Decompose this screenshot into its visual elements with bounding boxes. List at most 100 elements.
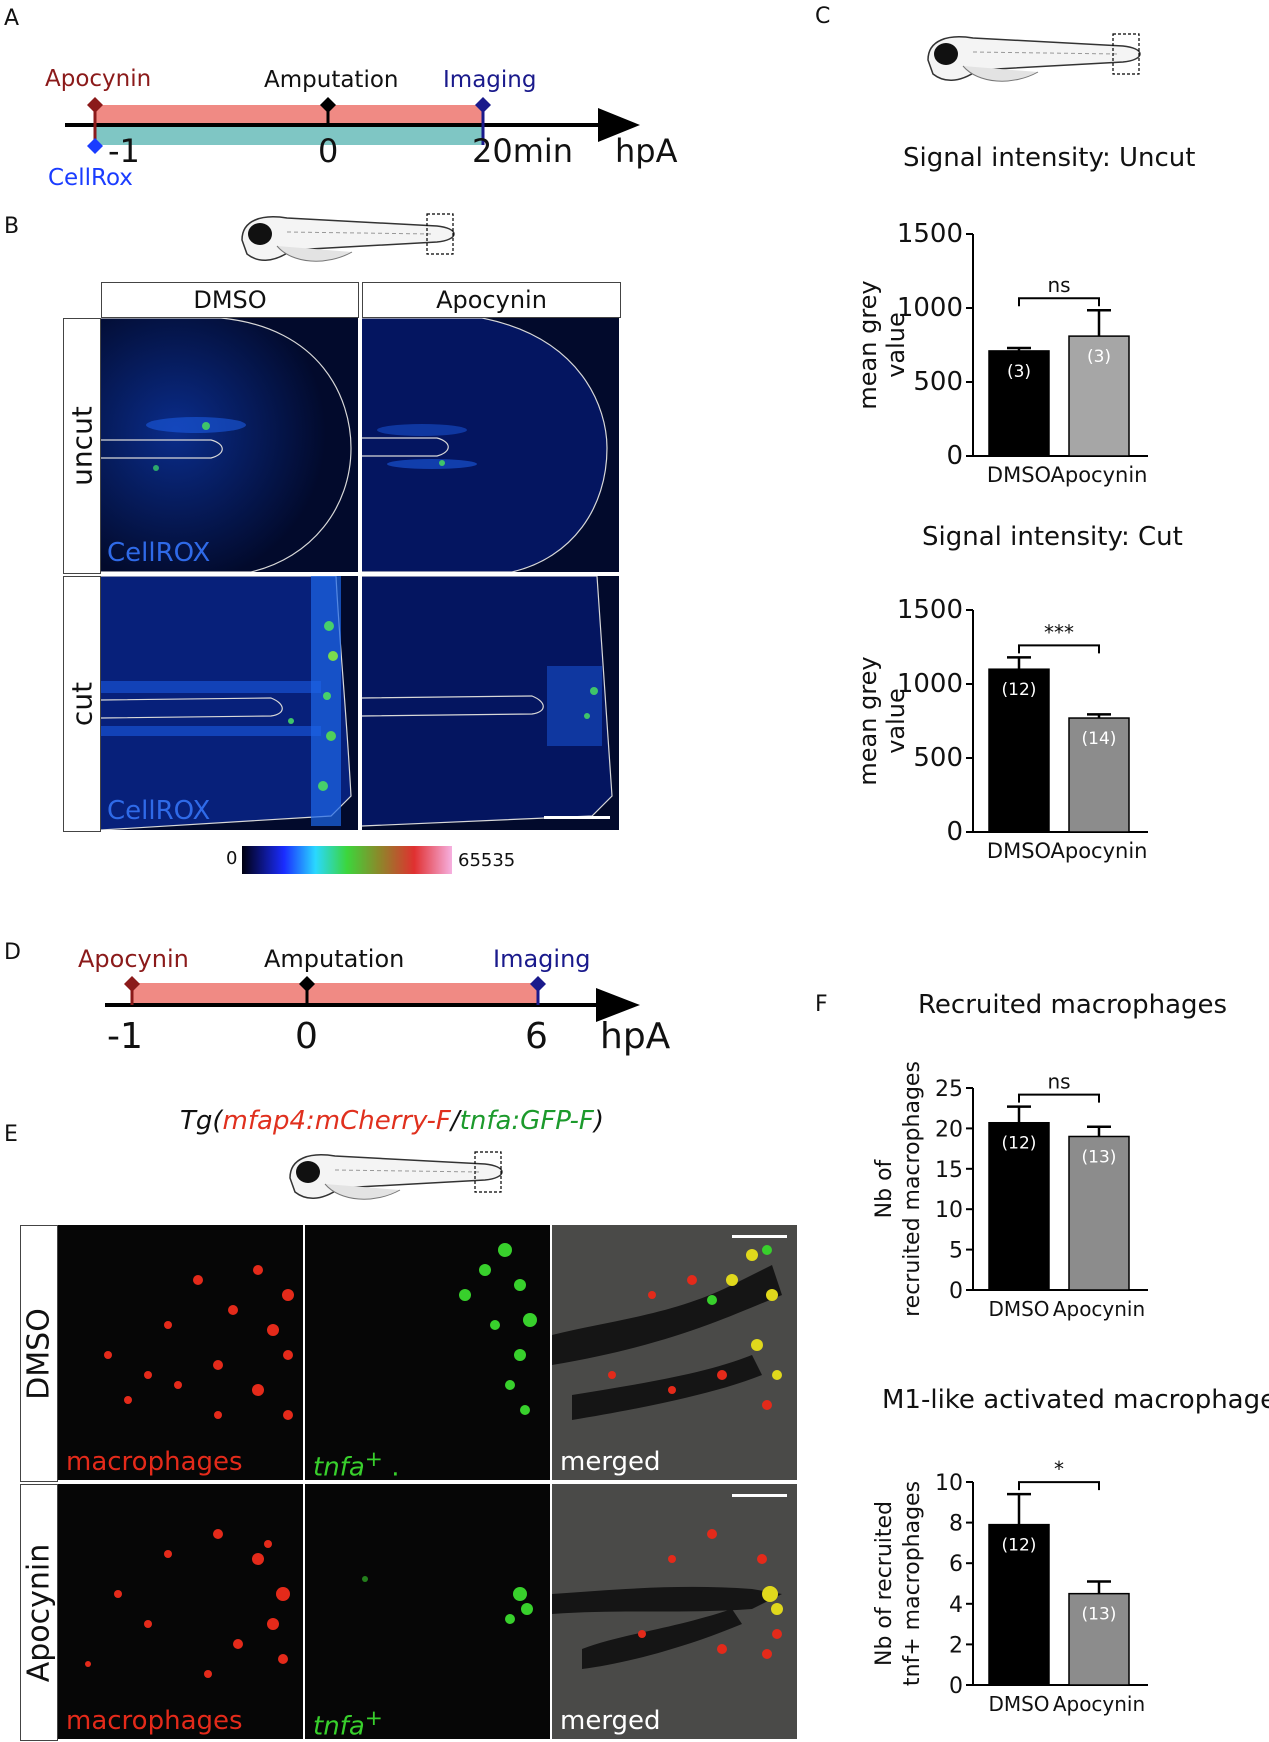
- n-label: (3): [1087, 347, 1111, 367]
- bar: [988, 1121, 1050, 1291]
- column-header-apocynin: Apocynin: [362, 282, 621, 318]
- larva-schematic-c: [927, 33, 1141, 82]
- scale-max-label: 65535: [458, 850, 516, 871]
- timeline-a-apocynin-bar: [95, 105, 483, 125]
- y-axis-label: Nb of recruited: [872, 1501, 897, 1666]
- chart-m1-macrophages: 0 2 4 6 8 10 Nb of recruited tnf+ macrophages (1…: [872, 1460, 1148, 1716]
- image-dmso-macrophages: macrophages: [58, 1225, 303, 1480]
- channel-label-merged-1: merged: [560, 1447, 661, 1477]
- image-dmso-merged: merged: [552, 1225, 797, 1480]
- y-tick-label: 10: [935, 1198, 963, 1223]
- significance-label: ns: [1047, 1070, 1070, 1094]
- y-tick-label: 1000: [897, 293, 963, 323]
- chart-title-m1: M1-like activated macrophages: [882, 1385, 1269, 1415]
- row-label-e-dmso: DMSO: [20, 1225, 58, 1482]
- label-apocynin-d: Apocynin: [78, 945, 189, 973]
- tick-a-3: 20min: [472, 132, 573, 170]
- category-label: Apocynin: [1053, 1297, 1145, 1321]
- channel-label-merged-2: merged: [560, 1706, 661, 1736]
- significance-bracket: [1018, 1093, 1100, 1103]
- larva-schematic-b: [241, 213, 455, 262]
- tick-a-1: -1: [108, 132, 140, 170]
- tick-a-2: 0: [318, 132, 338, 170]
- y-tick-label: 10: [935, 1471, 963, 1496]
- image-dmso-tnfa: tnfa+ .: [305, 1225, 550, 1480]
- significance-label: *: [1054, 1460, 1064, 1481]
- n-label: (12): [1002, 1536, 1037, 1556]
- panel-label-d: D: [4, 940, 21, 965]
- chart-title-recruited: Recruited macrophages: [918, 990, 1228, 1020]
- timeline-a: Apocynin Amputation Imaging CellRox -1 0…: [45, 66, 678, 191]
- bar: [988, 350, 1050, 457]
- significance-bracket: [1018, 297, 1100, 307]
- intensity-colorbar: [242, 846, 452, 874]
- cellrox-image-cut-dmso: CellROX: [101, 576, 358, 830]
- transgenic-title: Tg(mfap4:mCherry-F/tnfa:GFP-F): [180, 1106, 605, 1136]
- panel-label-e: E: [4, 1122, 18, 1147]
- image-apocynin-tnfa: tnfa+: [305, 1484, 550, 1739]
- y-axis-label: tnf+ macrophages: [900, 1481, 925, 1686]
- bar: [1068, 717, 1130, 833]
- chart-title-cut: Signal intensity: Cut: [922, 522, 1183, 552]
- n-label: (12): [1002, 1134, 1037, 1154]
- significance-bracket: [1018, 1481, 1100, 1491]
- apocynin-marker-d: [124, 976, 140, 992]
- y-tick-label: 1500: [897, 595, 963, 625]
- scale-min-label: 0: [226, 848, 238, 869]
- tick-d-1: -1: [107, 1016, 143, 1057]
- y-tick-label: 2: [949, 1633, 963, 1658]
- y-tick-label: 8: [949, 1512, 963, 1537]
- y-tick-label: 4: [949, 1593, 963, 1618]
- channel-label-macrophages-1: macrophages: [66, 1447, 243, 1477]
- tick-d-3: 6: [525, 1016, 548, 1057]
- panel-label-f: F: [815, 992, 828, 1017]
- cellrox-image-uncut-apocynin: [362, 318, 619, 572]
- y-tick-label: 0: [946, 441, 963, 471]
- bar: [1068, 1592, 1130, 1686]
- chart-title-uncut: Signal intensity: Uncut: [903, 143, 1196, 173]
- y-axis-label: recruited macrophages: [900, 1061, 925, 1317]
- unit-a: hpA: [615, 132, 678, 170]
- timeline-d-apocynin-bar: [132, 983, 538, 1005]
- y-tick-label: 500: [913, 367, 963, 397]
- timeline-d: Apocynin Amputation Imaging -1 0 6 hpA: [78, 945, 671, 1057]
- imaging-marker: [475, 97, 491, 113]
- y-tick-label: 6: [949, 1552, 963, 1577]
- cellrox-image-cut-apocynin: [362, 576, 619, 830]
- bar: [988, 668, 1050, 833]
- y-tick-label: 25: [935, 1077, 963, 1102]
- y-tick-label: 1000: [897, 669, 963, 699]
- y-tick-label: 20: [935, 1117, 963, 1142]
- y-tick-label: 5: [949, 1239, 963, 1264]
- panel-label-b: B: [4, 214, 20, 239]
- bar: [1068, 1135, 1130, 1291]
- panel-label-c: C: [815, 4, 831, 29]
- y-axis-label: Nb of: [872, 1158, 897, 1218]
- y-tick-label: 1500: [897, 219, 963, 249]
- bar: [1068, 335, 1130, 457]
- cellrox-label-uncut: CellROX: [107, 538, 211, 568]
- n-label: (13): [1082, 1147, 1117, 1167]
- label-imaging-a: Imaging: [443, 67, 536, 93]
- timeline-a-cellrox-bar: [95, 125, 483, 145]
- label-cellrox-a: CellRox: [48, 165, 133, 191]
- scale-bar-e2: [732, 1494, 787, 1497]
- scale-bar-e1: [732, 1235, 787, 1238]
- label-amputation-d: Amputation: [264, 945, 404, 973]
- channel-label-tnfa-1: tnfa+ .: [313, 1447, 400, 1480]
- panel-label-a: A: [4, 6, 20, 31]
- y-tick-label: 0: [949, 1279, 963, 1304]
- category-label: Apocynin: [1051, 839, 1148, 863]
- n-label: (13): [1082, 1605, 1117, 1625]
- column-header-dmso: DMSO: [101, 282, 359, 318]
- channel-label-macrophages-2: macrophages: [66, 1706, 243, 1736]
- label-apocynin-a: Apocynin: [45, 66, 151, 92]
- row-label-uncut: uncut: [63, 318, 101, 574]
- row-label-cut: cut: [63, 576, 101, 832]
- significance-label: ***: [1044, 620, 1074, 644]
- n-label: (12): [1002, 680, 1037, 700]
- image-apocynin-merged: merged: [552, 1484, 797, 1739]
- amputation-marker: [320, 97, 336, 113]
